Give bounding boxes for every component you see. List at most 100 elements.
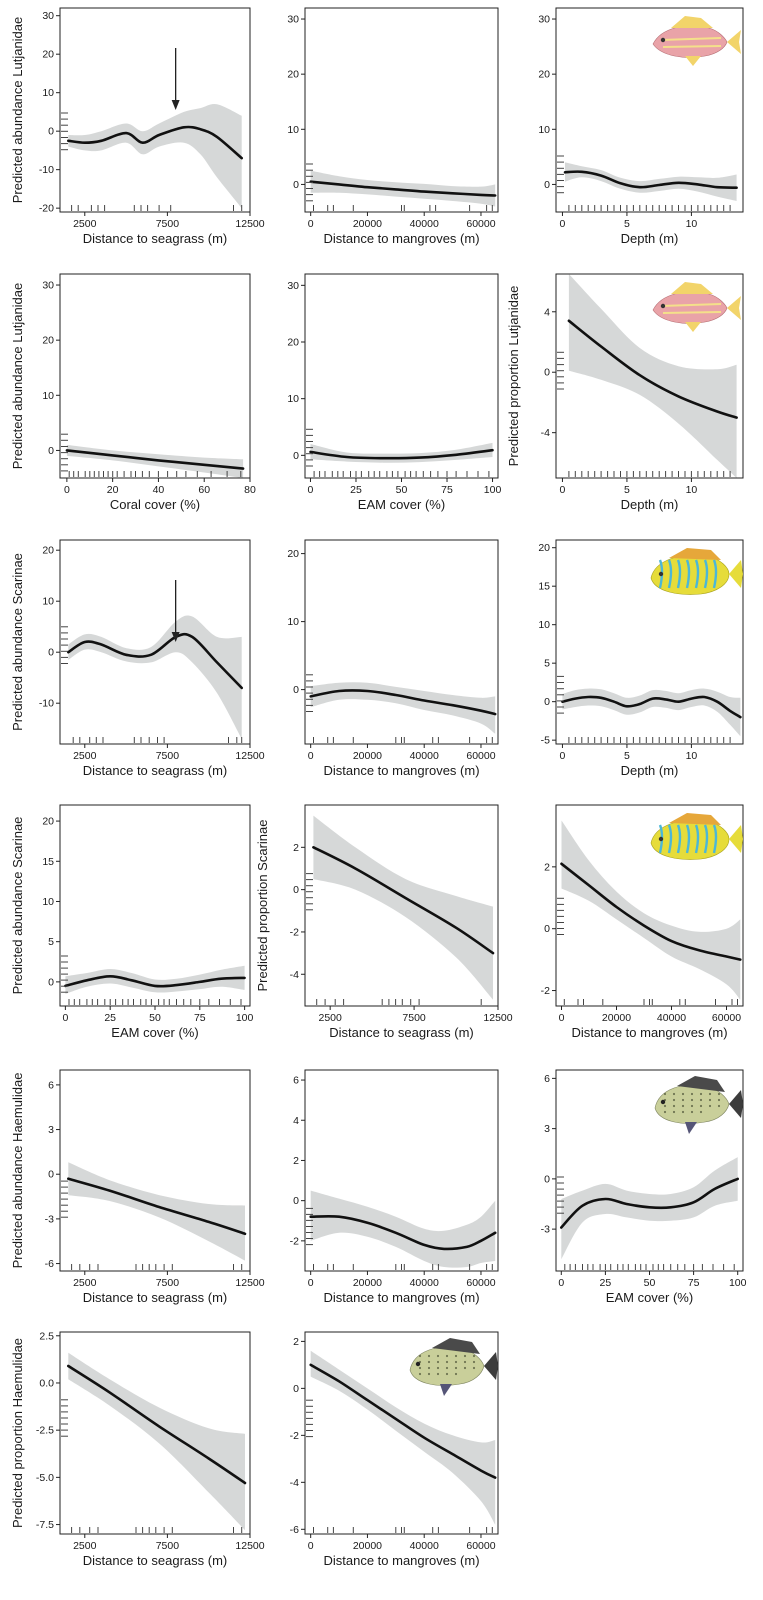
plot-frame [59,7,251,213]
plot-area [67,103,243,209]
y-tick-label: 0 [544,696,550,708]
confidence-band [561,820,741,1000]
y-tick-label: 2 [544,861,550,873]
panel-p9: 0 5 10 -5 0 5 10 15 20 Depth (m) [538,539,744,778]
y-tick-label: -10 [39,698,54,710]
y-tick-label: 0 [293,450,299,462]
y-axis-label: Predicted abundance Scarinae [10,817,25,995]
x-tick-label: 100 [484,484,502,496]
y-tick-label: 2 [293,842,299,854]
y-tick-label: 20 [42,545,54,557]
y-tick-label: 0 [544,1173,550,1185]
y-tick-label: 20 [538,69,550,81]
y-tick-label: -6 [290,1524,299,1536]
x-axis-label: Distance to seagrass (m) [83,231,228,246]
confidence-band [68,615,242,739]
x-axis-label: Depth (m) [621,763,679,778]
x-axis-label: Distance to mangroves (m) [571,1025,727,1040]
x-tick-label: 20000 [602,1012,631,1024]
fit-line [67,125,243,160]
x-tick-label: 40000 [410,218,439,230]
x-tick-label: 7500 [156,1277,180,1289]
x-tick-label: 5 [624,484,630,496]
y-tick-label: 0 [544,179,550,191]
panel-p13: 2500 7500 12500 -6 -3 0 3 6 Distance to seagrass… [10,1069,265,1305]
confidence-band [310,170,496,207]
y-tick-label: 10 [42,390,54,402]
x-tick-label: 2500 [73,218,97,230]
x-axis-label: Distance to mangroves (m) [323,1553,479,1568]
y-tick-label: 20 [42,335,54,347]
arrow-head-icon [171,100,180,110]
fit-line [309,448,494,460]
x-axis-label: EAM cover (%) [358,497,445,512]
fit-line [563,170,738,189]
y-tick-label: -10 [39,164,54,176]
y-tick-label: 0 [293,1383,299,1395]
x-tick-label: 0 [560,484,566,496]
x-tick-label: 20000 [353,1277,382,1289]
panel-p6: 0 5 10 -4 0 4 Depth (m) Predicted proportion Lu… [506,273,744,512]
x-tick-label: 5 [624,750,630,762]
plot-area [67,615,243,739]
confidence-band [65,965,245,994]
panel-p2: 0 20000 40000 60000 0 10 20 30 Distance to mangr… [287,7,499,246]
y-tick-label: -5.0 [36,1472,54,1484]
grunt-fish-icon [654,1076,743,1134]
x-tick-label: 60000 [466,218,495,230]
fit-line [67,632,243,690]
x-tick-label: 0 [308,1277,314,1289]
plot-frame [555,273,744,479]
x-tick-label: 5 [624,218,630,230]
plot-frame [59,1331,251,1535]
x-tick-label: 0 [308,218,314,230]
x-tick-label: 0 [308,484,314,496]
fit-line [67,1177,247,1236]
plot-area [312,815,495,1000]
y-tick-label: 5 [544,658,550,670]
y-axis-label: Predicted proportion Lutjanidae [506,286,521,467]
panel-p17: 0 20000 40000 60000 -6 -4 -2 0 2 Distance to mang… [290,1331,499,1568]
y-tick-label: -5 [541,735,550,747]
y-tick-label: 6 [544,1073,550,1085]
plot-frame [59,539,251,745]
fit-line [560,1177,739,1229]
x-tick-label: 25 [350,484,362,496]
y-tick-label: -2 [541,985,550,997]
panel-p11: 2500 7500 12500 -4 -2 0 2 Distance to seagrass … [255,804,513,1040]
y-tick-label: -2 [290,1235,299,1247]
plot-area [560,1157,739,1260]
parrotfish-icon [650,813,743,860]
y-tick-label: -2.5 [36,1425,54,1437]
plot-frame [304,804,499,1007]
confidence-band [313,815,493,1000]
plot-frame [555,804,744,1007]
x-axis-label: Distance to seagrass (m) [83,763,228,778]
panel-p10: 0 25 50 75 100 0 5 10 15 20 EAM cover (%) Predicted… [10,804,254,1040]
y-tick-label: 3 [48,1124,54,1136]
fit-line [64,974,246,988]
y-tick-label: 4 [544,306,550,318]
snapper-fish-icon [652,282,741,332]
y-tick-label: 10 [42,896,54,908]
y-tick-label: 10 [538,619,550,631]
plot-frame [304,7,499,213]
x-tick-label: 40000 [657,1012,686,1024]
y-tick-label: -2 [290,1430,299,1442]
y-tick-label: 20 [42,816,54,828]
y-tick-label: 30 [538,14,550,26]
x-axis-label: Distance to mangroves (m) [323,231,479,246]
fit-line [312,846,495,955]
x-axis-label: Distance to seagrass (m) [83,1553,228,1568]
y-tick-label: -3 [541,1224,550,1236]
y-tick-label: 4 [293,1115,299,1127]
plot-area [309,682,497,734]
plot-frame [304,1069,499,1272]
y-tick-label: 10 [287,393,299,405]
plot-area [67,1162,247,1261]
x-tick-label: 10 [686,750,698,762]
y-tick-label: 20 [287,337,299,349]
panel-p7: 2500 7500 12500 -10 0 10 20 Distance to seagras… [10,539,265,778]
x-axis-label: EAM cover (%) [606,1290,693,1305]
